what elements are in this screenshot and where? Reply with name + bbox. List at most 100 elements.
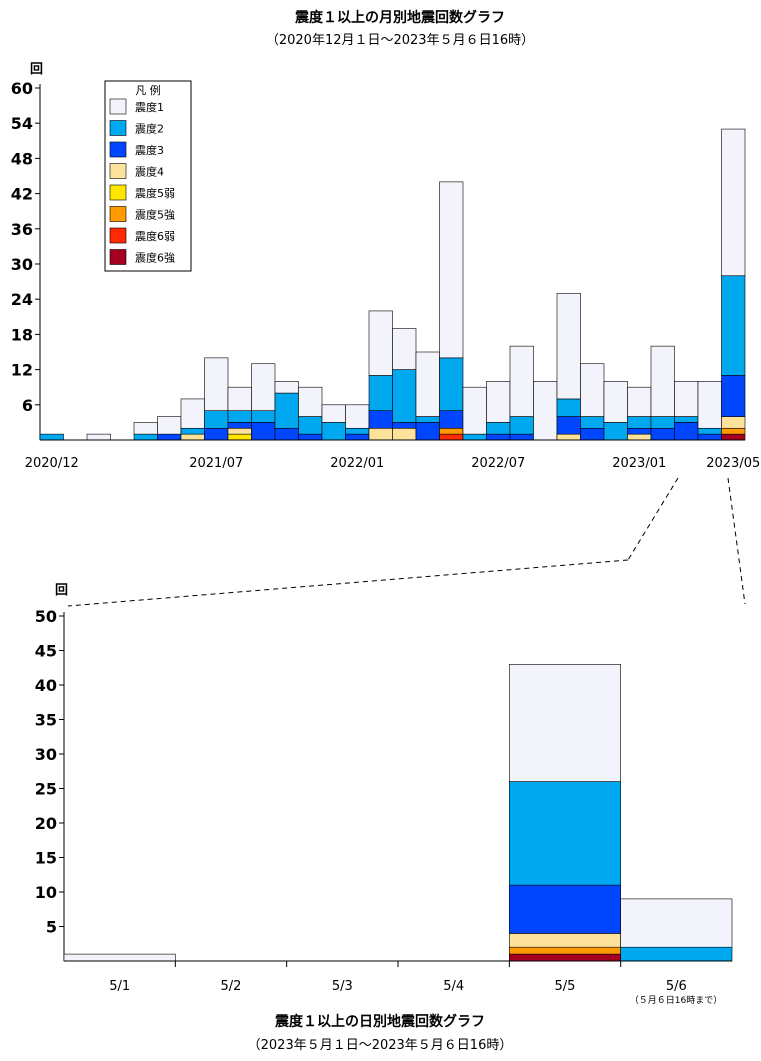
daily-note: （５月６日16時まで） bbox=[630, 995, 722, 1006]
monthly-bar-segment bbox=[462, 433, 487, 441]
monthly-y-tick-label: 24 bbox=[11, 290, 33, 309]
legend-swatch bbox=[109, 249, 127, 265]
daily-bar-segment bbox=[509, 884, 621, 934]
monthly-bar-segment bbox=[392, 422, 417, 429]
monthly-bar-segment bbox=[721, 416, 746, 429]
monthly-y-tick-label: 48 bbox=[11, 149, 33, 168]
monthly-bar-segment bbox=[533, 381, 558, 441]
monthly-bar-segment bbox=[392, 427, 417, 441]
monthly-x-tick-label: 2022/07 bbox=[471, 456, 525, 471]
daily-y-tick-label: 5 bbox=[46, 918, 57, 937]
monthly-bar-segment bbox=[580, 427, 605, 441]
daily-y-tick-label: 45 bbox=[35, 642, 57, 661]
legend-swatch bbox=[109, 120, 127, 136]
monthly-bar-segment bbox=[580, 416, 605, 429]
monthly-bar-segment bbox=[650, 416, 675, 429]
monthly-bar-segment bbox=[439, 433, 464, 441]
legend-swatch bbox=[109, 184, 127, 201]
monthly-bar-segment bbox=[392, 328, 417, 370]
monthly-y-tick-label: 54 bbox=[11, 114, 33, 133]
monthly-bar-segment bbox=[697, 381, 722, 429]
monthly-x-tick-label: 2021/07 bbox=[189, 456, 243, 471]
monthly-bar-segment bbox=[274, 381, 299, 394]
monthly-bar-segment bbox=[721, 128, 746, 277]
monthly-bar-segment bbox=[462, 386, 487, 435]
monthly-bar-segment bbox=[721, 433, 746, 441]
monthly-x-axis: 2020/12 2021/07 2022/01 2022/07 2023/01 2023/… bbox=[25, 439, 760, 471]
monthly-bar-segment bbox=[345, 404, 370, 429]
monthly-y-tick-label: 18 bbox=[11, 325, 33, 344]
monthly-chart-subtitle: （2020年12月１日～2023年５月６日16時） bbox=[266, 33, 534, 48]
monthly-bar-segment bbox=[674, 422, 699, 441]
daily-y-tick-label: 30 bbox=[35, 745, 57, 764]
daily-bar-segment bbox=[509, 781, 621, 886]
monthly-y-axis: 6 12 18 24 30 36 42 48 54 60 bbox=[11, 79, 41, 440]
monthly-bar-segment bbox=[180, 398, 205, 429]
monthly-chart-title: 震度１以上の月別地震回数グラフ bbox=[294, 9, 505, 26]
monthly-bar-segment bbox=[556, 293, 581, 400]
legend-swatch bbox=[109, 98, 127, 115]
daily-x-tick-label: 5/2 bbox=[221, 979, 242, 994]
daily-x-tick-label: 5/1 bbox=[109, 979, 130, 994]
daily-y-tick-label: 20 bbox=[35, 814, 57, 833]
monthly-bar-segment bbox=[415, 351, 440, 417]
monthly-bar-segment bbox=[204, 357, 229, 411]
monthly-bar-segment bbox=[227, 422, 252, 429]
monthly-bar-segment bbox=[627, 416, 652, 429]
monthly-bar-segment bbox=[321, 422, 346, 441]
monthly-bar-segment bbox=[627, 433, 652, 441]
monthly-x-tick-label: 2020/12 bbox=[25, 456, 79, 471]
legend-swatch bbox=[109, 141, 127, 158]
monthly-y-unit: 回 bbox=[30, 62, 43, 77]
monthly-y-tick-label: 42 bbox=[11, 185, 33, 204]
monthly-x-tick-label: 2023/01 bbox=[612, 456, 666, 471]
legend-label: 震度5強 bbox=[135, 208, 175, 222]
monthly-bar-segment bbox=[580, 363, 605, 417]
monthly-bar-segment bbox=[721, 375, 746, 417]
monthly-bar-segment bbox=[133, 422, 158, 435]
legend-label: 震度5弱 bbox=[135, 186, 175, 200]
monthly-bar-segment bbox=[439, 410, 464, 429]
monthly-bar-segment bbox=[180, 427, 205, 435]
monthly-bar-segment bbox=[392, 369, 417, 423]
monthly-bar-segment bbox=[298, 433, 323, 441]
monthly-bar-segment bbox=[274, 427, 299, 441]
monthly-bar-segment bbox=[415, 422, 440, 441]
legend-label: 震度1 bbox=[135, 100, 164, 114]
daily-y-tick-label: 40 bbox=[35, 676, 57, 695]
legend-swatch bbox=[109, 227, 127, 244]
monthly-bar-segment bbox=[439, 181, 464, 359]
monthly-bar-segment bbox=[650, 427, 675, 441]
monthly-bar-segment bbox=[368, 427, 393, 441]
monthly-bar-segment bbox=[204, 410, 229, 429]
daily-bar-segment bbox=[620, 946, 733, 962]
monthly-bar-segment bbox=[251, 422, 276, 441]
monthly-bar-segment bbox=[157, 416, 182, 435]
monthly-y-tick-label: 30 bbox=[11, 255, 33, 274]
monthly-bar-segment bbox=[509, 416, 534, 435]
legend-label: 震度2 bbox=[135, 122, 164, 136]
monthly-bar-segment bbox=[86, 433, 111, 441]
monthly-bar-segment bbox=[204, 427, 229, 441]
monthly-bar-segment bbox=[227, 433, 252, 441]
legend-label: 震度3 bbox=[135, 143, 164, 157]
daily-x-axis: 5/1 5/2 5/3 5/4 5/5 5/6 bbox=[64, 960, 732, 994]
daily-bar-segment bbox=[63, 953, 176, 962]
daily-y-tick-label: 15 bbox=[35, 849, 57, 868]
daily-bar-segment bbox=[509, 663, 621, 782]
daily-y-axis: 5 10 15 20 25 30 35 40 45 50 bbox=[35, 607, 65, 961]
monthly-bar-segment bbox=[486, 433, 511, 441]
monthly-bar-segment bbox=[650, 345, 675, 417]
monthly-bar-segment bbox=[556, 416, 581, 435]
legend-label: 震度6強 bbox=[135, 251, 175, 265]
daily-y-tick-label: 10 bbox=[35, 883, 57, 902]
monthly-bar-segment bbox=[697, 433, 722, 441]
monthly-bar-segment bbox=[368, 410, 393, 429]
monthly-bar-segment bbox=[486, 422, 511, 435]
daily-chart-subtitle: （2023年５月１日～2023年５月６日16時） bbox=[248, 1038, 513, 1053]
monthly-bar-segment bbox=[368, 375, 393, 411]
monthly-bar-segment bbox=[345, 427, 370, 435]
legend-swatch bbox=[109, 206, 127, 222]
monthly-bar-segment bbox=[251, 363, 276, 411]
